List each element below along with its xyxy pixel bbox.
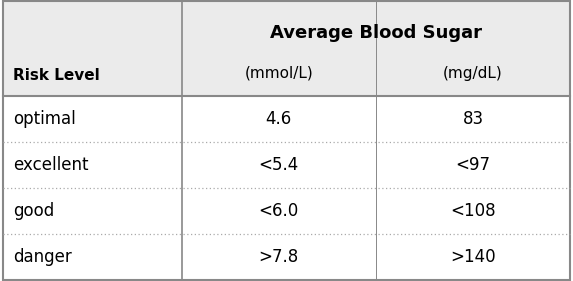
Text: <97: <97	[456, 156, 490, 174]
Text: <6.0: <6.0	[258, 202, 299, 220]
Text: excellent: excellent	[13, 156, 89, 174]
Text: >7.8: >7.8	[258, 248, 299, 266]
Text: optimal: optimal	[13, 110, 76, 128]
Text: good: good	[13, 202, 54, 220]
Text: danger: danger	[13, 248, 72, 266]
Text: <5.4: <5.4	[258, 156, 299, 174]
Text: (mmol/L): (mmol/L)	[244, 66, 313, 81]
Bar	[3, 96, 570, 142]
Text: (mg/dL): (mg/dL)	[443, 66, 503, 81]
Bar	[3, 234, 570, 280]
Text: >140: >140	[450, 248, 496, 266]
Bar	[3, 1, 570, 96]
Bar	[3, 188, 570, 234]
Bar	[3, 142, 570, 188]
Text: Average Blood Sugar: Average Blood Sugar	[270, 24, 482, 42]
Text: <108: <108	[450, 202, 496, 220]
Text: 4.6: 4.6	[265, 110, 292, 128]
Text: Risk Level: Risk Level	[13, 68, 100, 83]
Text: 83: 83	[462, 110, 484, 128]
